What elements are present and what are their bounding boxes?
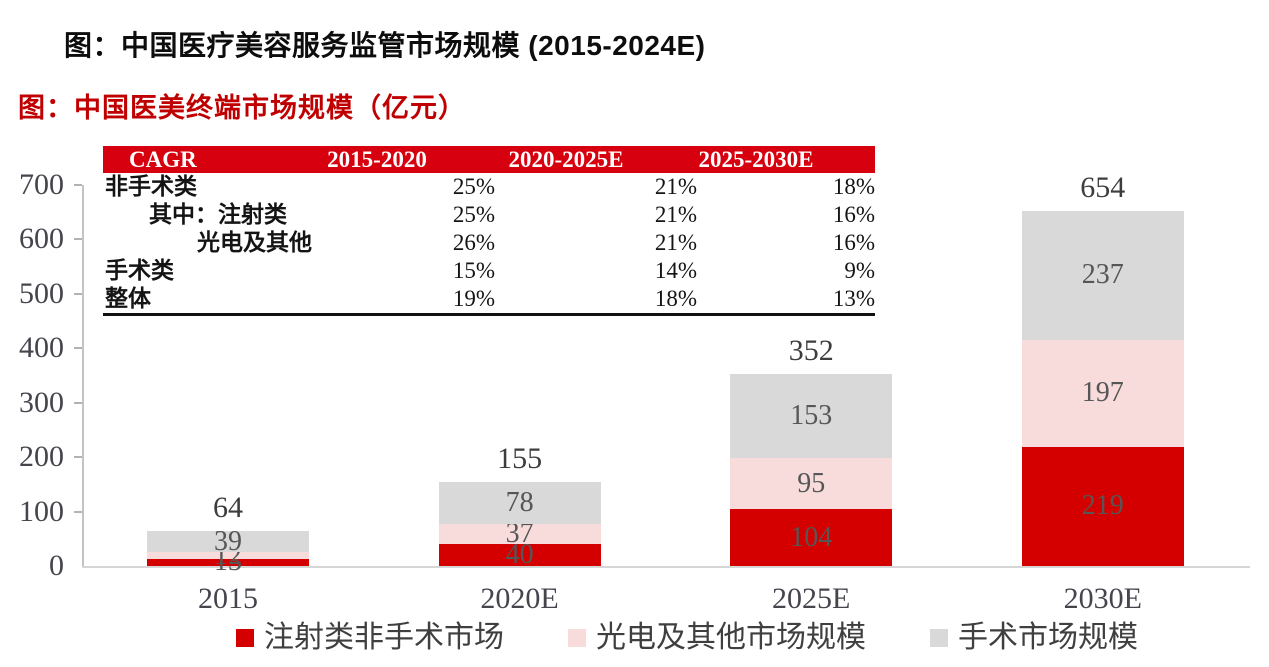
y-axis-label: 700 [19,168,64,201]
cagr-row: 整体 19% 18% 13% [103,285,875,313]
legend-swatch-surgery [930,629,948,647]
bar-segment-label: 95 [797,467,826,499]
cagr-cell: 16% [832,230,875,255]
legend-item: 手术市场规模 [930,622,1138,654]
bar-segment-surgery [438,481,601,525]
bar-segment-injection [438,544,601,566]
legend-swatch-energy [568,629,586,647]
cagr-cell: 21% [654,202,697,227]
bar-segment-energy [1021,339,1184,447]
bar-segment-label: 37 [505,518,534,550]
cagr-row-label: 其中：注射类 [149,202,287,227]
y-axis-tick [74,510,82,513]
cagr-cell: 25% [452,174,495,199]
cagr-table: CAGR 2015-2020 2020-2025E 2025-2030E 非手术类 25… [103,146,875,316]
bar-segment-injection [730,509,893,566]
bar-segment-label: 78 [505,486,534,518]
legend-item: 光电及其他市场规模 [568,622,866,654]
cagr-cell: 26% [452,230,495,255]
y-axis-label: 600 [19,222,64,256]
cagr-cell: 18% [832,174,875,199]
bar-total-label: 155 [497,441,543,475]
cagr-table-header: CAGR 2015-2020 2020-2025E 2025-2030E [103,146,875,173]
y-axis-tick [74,292,82,295]
figure-title: 图：中国医疗美容服务监管市场规模 (2015-2024E) [64,30,706,61]
bar-segment-energy [147,552,309,559]
cagr-row: 非手术类 25% 21% 18% [103,173,875,201]
cagr-header-cell: 2025-2030E [698,147,814,172]
bar-segment-label: 153 [790,400,833,432]
bar-segment-label: 104 [790,521,833,553]
bar-segment-label: 237 [1081,259,1124,291]
bar-segment-energy [730,457,893,510]
legend-swatch-injection [236,629,254,647]
y-axis-label: 300 [19,385,64,419]
cagr-cell: 15% [452,258,495,283]
bar-segment-injection [1021,446,1184,566]
cagr-row-label: 整体 [105,286,151,311]
y-axis-label: 400 [19,331,64,365]
cagr-cell: 14% [654,258,697,283]
bar-segment-label: 40 [505,539,534,571]
cagr-cell: 21% [654,230,697,255]
cagr-header-cell: 2015-2020 [327,147,427,172]
bar-segment-label: 219 [1081,490,1124,522]
legend-item: 注射类非手术市场 [236,622,504,654]
legend-label: 注射类非手术市场 [264,621,504,654]
bar-segment-surgery [147,531,309,553]
cagr-cell: 25% [452,202,495,227]
cagr-header-cell: 2020-2025E [508,147,624,172]
x-axis-label: 2025E [772,582,851,615]
cagr-row: 其中：注射类 25% 21% 16% [103,201,875,229]
y-axis-label: 500 [19,276,64,310]
bar-segment-surgery [1021,210,1184,340]
y-axis-line [82,185,84,566]
y-axis-tick [74,347,82,350]
cagr-cell: 13% [832,286,875,311]
cagr-cell: 9% [844,258,875,283]
cagr-cell: 21% [654,174,697,199]
x-axis-line [82,566,1250,568]
cagr-cell: 18% [654,286,697,311]
cagr-header-cell: CAGR [129,147,197,172]
cagr-row: 光电及其他 26% 21% 16% [103,229,875,257]
y-axis-tick [74,238,82,241]
bar-segment-injection [147,558,309,566]
y-axis-tick [74,184,82,186]
bar-total-label: 352 [788,334,834,368]
x-axis-label: 2030E [1063,582,1142,615]
bar-segment-label: 197 [1081,377,1124,409]
bar-segment-label: 39 [214,525,242,557]
y-axis-label: 100 [19,494,64,528]
y-axis-tick [74,456,82,459]
bar-total-label: 654 [1080,170,1126,204]
figure-subtitle: 图：中国医美终端市场规模（亿元） [18,93,466,123]
cagr-cell: 16% [832,202,875,227]
x-axis-label: 2020E [480,582,559,615]
legend-label: 光电及其他市场规模 [596,621,866,654]
bar-total-label: 64 [213,491,243,525]
y-axis-label: 200 [19,440,64,474]
bar-segment-energy [438,524,601,545]
cagr-row-label: 光电及其他 [197,230,312,255]
bar-segment-surgery [730,374,893,458]
x-axis-label: 2015 [198,582,258,615]
cagr-cell: 19% [452,286,495,311]
legend-label: 手术市场规模 [958,621,1138,654]
y-axis-tick [74,401,82,404]
legend: 注射类非手术市场 光电及其他市场规模 手术市场规模 [236,622,1138,654]
cagr-row-label: 非手术类 [105,174,197,199]
cagr-row-label: 手术类 [105,258,174,283]
cagr-table-body: 非手术类 25% 21% 18% 其中：注射类 25% 21% 16% 光电及其他 26% 21% 1… [103,173,875,313]
y-axis-label: 0 [49,549,64,582]
cagr-row: 手术类 15% 14% 9% [103,257,875,285]
